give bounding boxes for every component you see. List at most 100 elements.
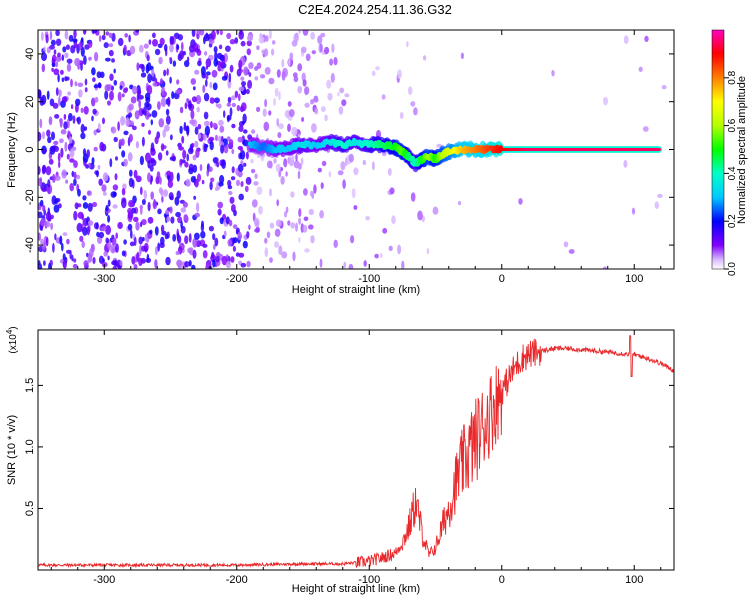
noise-blob [71, 254, 74, 262]
noise-blob [66, 238, 70, 245]
noise-blob [69, 249, 72, 260]
noise-blob [104, 90, 109, 100]
noise-blob [654, 201, 660, 209]
noise-blob [159, 37, 165, 46]
noise-blob [45, 211, 52, 221]
noise-blob [38, 211, 43, 219]
noise-blob [135, 221, 140, 231]
noise-blob [121, 93, 125, 98]
noise-blob [45, 236, 49, 247]
noise-blob [138, 107, 144, 117]
noise-blob [165, 209, 170, 215]
noise-blob [40, 218, 46, 227]
noise-blob [57, 73, 60, 83]
noise-blob [169, 76, 172, 84]
noise-blob [98, 34, 102, 43]
noise-blob [236, 104, 241, 112]
noise-blob [216, 161, 220, 168]
noise-blob [240, 181, 244, 187]
noise-blob [65, 179, 69, 184]
noise-blob [273, 158, 277, 164]
noise-blob [298, 30, 302, 34]
noise-blob [240, 262, 247, 268]
noise-blob [319, 210, 324, 219]
noise-blob [228, 139, 234, 147]
noise-blob [157, 208, 162, 215]
noise-blob [245, 151, 249, 160]
x-tick-label: -300 [93, 574, 115, 586]
noise-blob [139, 186, 143, 195]
noise-blob [74, 57, 81, 67]
noise-blob [83, 126, 88, 131]
noise-blob [154, 136, 159, 145]
noise-blob [82, 226, 88, 236]
noise-blob [209, 97, 215, 104]
noise-blob [406, 41, 409, 48]
noise-blob [73, 30, 77, 39]
noise-blob [127, 207, 133, 214]
noise-blob [199, 164, 203, 172]
noise-blob [109, 90, 114, 101]
noise-blob [98, 231, 105, 239]
noise-blob [217, 208, 222, 216]
noise-blob [247, 34, 253, 42]
noise-blob [93, 84, 99, 89]
noise-blob [344, 93, 350, 98]
noise-blob [43, 260, 46, 266]
noise-blob [99, 141, 105, 152]
noise-blob [324, 114, 328, 122]
noise-blob [128, 34, 131, 43]
noise-blob [158, 118, 165, 128]
noise-blob [190, 109, 195, 120]
noise-blob [227, 239, 233, 247]
noise-blob [243, 66, 249, 76]
noise-blob [181, 41, 184, 51]
noise-blob [638, 66, 643, 73]
noise-blob [73, 210, 78, 221]
noise-blob [290, 222, 296, 229]
noise-blob [72, 263, 78, 269]
noise-blob [281, 251, 288, 259]
noise-blob [87, 190, 91, 196]
noise-blob [238, 93, 241, 102]
noise-blob [94, 96, 99, 103]
noise-blob [40, 238, 44, 246]
noise-blob [457, 201, 462, 206]
noise-blob [264, 237, 268, 244]
noise-blob [623, 35, 629, 45]
noise-blob [130, 229, 133, 239]
noise-blob [231, 95, 236, 101]
noise-blob [176, 190, 181, 199]
noise-blob [87, 253, 93, 263]
noise-blob [269, 188, 272, 197]
noise-blob [295, 222, 298, 232]
noise-blob [172, 234, 177, 242]
noise-blob [300, 46, 307, 53]
noise-blob [238, 125, 244, 132]
noise-blob [143, 189, 147, 200]
noise-blob [288, 109, 295, 117]
noise-blob [79, 235, 84, 242]
noise-blob [150, 159, 157, 167]
noise-blob [82, 202, 89, 209]
noise-blob [410, 192, 416, 202]
noise-blob [113, 68, 116, 74]
noise-blob [194, 178, 199, 188]
noise-blob [119, 85, 123, 90]
noise-blob [174, 196, 180, 206]
noise-blob [139, 244, 142, 255]
noise-blob [109, 158, 113, 168]
noise-blob [238, 30, 244, 40]
noise-blob [208, 38, 215, 45]
noise-blob [226, 32, 232, 40]
noise-blob [166, 68, 169, 76]
noise-blob [278, 123, 284, 130]
noise-blob [219, 30, 223, 36]
noise-blob [123, 158, 128, 167]
noise-blob [179, 125, 183, 135]
noise-blob [324, 46, 330, 55]
noise-blob [276, 199, 280, 207]
noise-blob [123, 239, 127, 245]
noise-blob [133, 263, 138, 269]
noise-blob [42, 204, 46, 212]
